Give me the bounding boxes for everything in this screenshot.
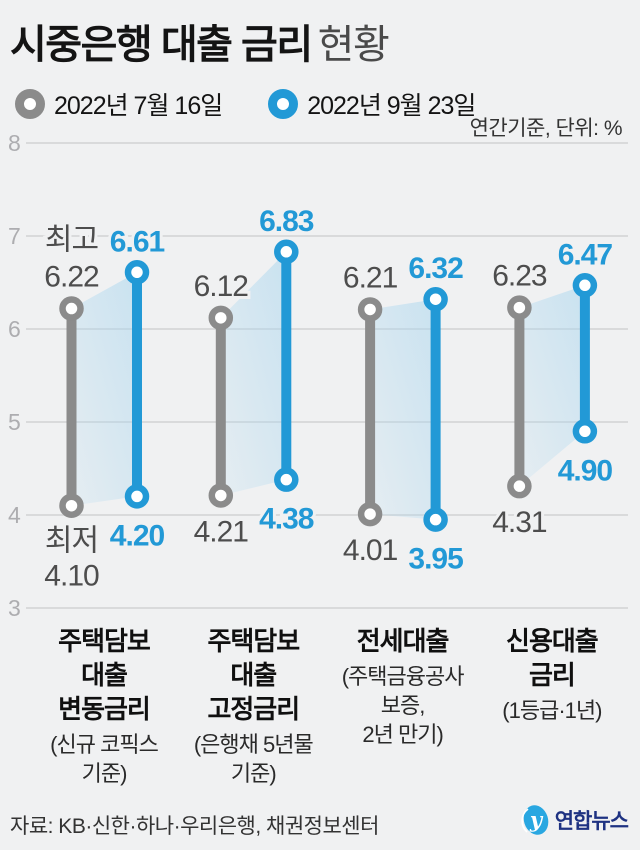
legend-marker-blue-icon	[268, 89, 299, 119]
title-main: 시중은행 대출 금리	[10, 23, 313, 67]
value-label-blue-high: 6.32	[408, 252, 463, 285]
gray-series-endpoint	[507, 473, 532, 499]
value-label-blue-low: 4.90	[558, 454, 613, 487]
source-credit: 자료: KB·신한·하나·우리은행, 채권정보센터	[10, 815, 379, 838]
annotation-high: 최고	[45, 224, 98, 257]
value-label-blue-low: 4.38	[259, 503, 314, 536]
legend-item-july: 2022년 7월 16일	[15, 86, 223, 122]
y-tick-label: 3	[8, 595, 21, 621]
value-label-gray-high: 6.23	[492, 260, 547, 293]
blue-series-endpoint	[572, 273, 598, 298]
blue-series-endpoint	[124, 260, 150, 285]
y-tick-label: 4	[8, 502, 21, 528]
gray-series-endpoint	[357, 297, 383, 322]
gray-series-endpoint	[59, 296, 84, 321]
legend: 2022년 7월 16일 2022년 9월 23일	[15, 86, 476, 122]
yonhap-logo: y 연합뉴스	[521, 802, 629, 838]
legend-label-september: 2022년 9월 23일	[307, 92, 476, 120]
y-tick-label: 7	[8, 223, 21, 249]
gray-series-endpoint	[507, 295, 532, 320]
range-band	[519, 285, 585, 487]
gray-series-endpoint	[208, 305, 234, 331]
gray-series-endpoint	[357, 501, 383, 527]
svg-text:y: y	[529, 807, 544, 832]
y-tick-label: 6	[8, 316, 21, 342]
value-label-gray-high: 6.21	[343, 261, 398, 294]
range-band	[220, 251, 287, 496]
y-tick-label: 8	[8, 130, 21, 156]
yonhap-logo-icon: y	[521, 805, 549, 835]
legend-marker-gray-icon	[15, 89, 45, 119]
value-label-gray-low: 4.31	[492, 506, 547, 539]
gray-series-endpoint	[208, 483, 234, 508]
value-label-gray-low: 4.01	[343, 534, 398, 567]
blue-series-endpoint	[423, 286, 448, 312]
value-label-blue-high: 6.61	[110, 225, 165, 258]
range-band	[370, 299, 436, 520]
value-label-gray-high: 6.12	[194, 270, 249, 303]
yonhap-logo-text: 연합뉴스	[554, 810, 629, 833]
range-band	[71, 272, 137, 506]
value-label-blue-low: 3.95	[408, 543, 463, 576]
value-label-gray-low: 4.21	[194, 515, 249, 548]
value-label-gray-high: 6.22	[44, 261, 99, 294]
title-sub: 현황	[317, 23, 390, 67]
value-label-blue-low: 4.20	[110, 519, 165, 552]
blue-series-endpoint	[274, 239, 299, 265]
gray-series-endpoint	[59, 493, 84, 518]
blue-series-endpoint	[274, 467, 299, 492]
legend-item-september: 2022년 9월 23일	[268, 86, 476, 122]
blue-series-endpoint	[572, 419, 598, 444]
blue-series-endpoint	[423, 507, 448, 532]
legend-label-july: 2022년 7월 16일	[54, 92, 223, 120]
blue-series-endpoint	[124, 484, 150, 509]
annotation-low: 최저	[45, 525, 98, 558]
unit-note: 연간기준, 단위: %	[469, 117, 623, 140]
y-tick-label: 5	[8, 409, 21, 435]
value-label-gray-low: 4.10	[44, 560, 99, 593]
value-label-blue-high: 6.47	[558, 238, 613, 271]
page-title: 시중은행 대출 금리 현황	[10, 12, 390, 70]
value-label-blue-high: 6.83	[259, 205, 314, 238]
